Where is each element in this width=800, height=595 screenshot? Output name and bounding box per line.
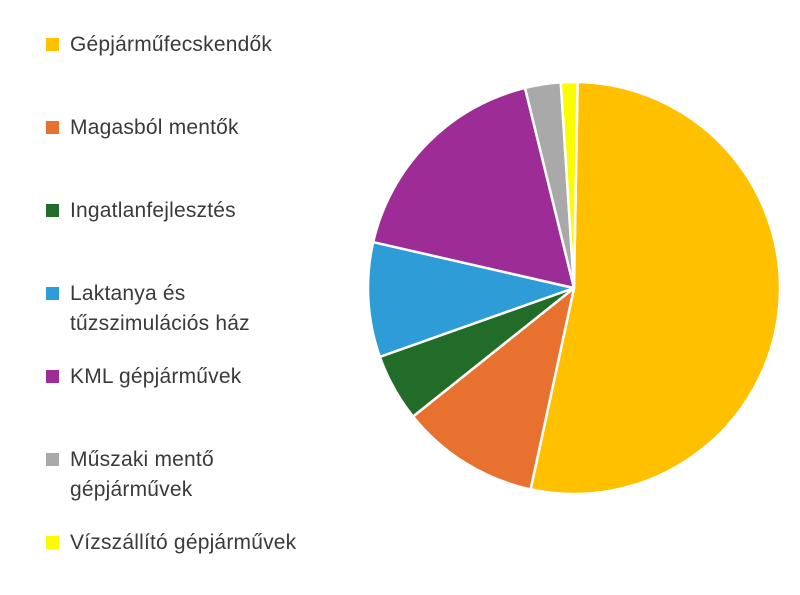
legend-item-magasbol-mentok: Magasból mentők	[46, 113, 239, 143]
legend-swatch-yellow	[46, 536, 59, 549]
legend-swatch-purple	[46, 370, 59, 383]
legend-label: Ingatlanfejlesztés	[70, 196, 236, 226]
legend-label-line: Magasból mentők	[70, 116, 239, 139]
legend-swatch-gold	[46, 38, 59, 51]
legend-label-line: Műszaki mentő	[70, 448, 214, 471]
pie-slice	[411, 286, 576, 491]
legend-swatch-green	[46, 204, 59, 217]
legend-label: Magasból mentők	[70, 113, 239, 143]
legend-label-line: Gépjárműfecskendők	[70, 33, 273, 56]
legend-item-muszaki-mento-gepjarmuvek: Műszaki mentő gépjárművek	[46, 445, 214, 505]
legend-label-line: KML gépjárművek	[70, 365, 242, 388]
chart-legend: Gépjárműfecskendők Magasból mentők Ingat…	[0, 0, 370, 595]
pie-slice	[529, 80, 782, 496]
legend-label-line: gépjárművek	[70, 478, 193, 501]
legend-item-ingatlanfejlesztes: Ingatlanfejlesztés	[46, 196, 236, 226]
legend-label: Laktanya és tűzszimulációs ház	[70, 279, 250, 339]
pie-slice	[366, 240, 576, 359]
legend-label: Vízszállító gépjárművek	[70, 528, 296, 558]
legend-item-kml-gepjarmuvek: KML gépjárművek	[46, 362, 241, 392]
legend-label: KML gépjárművek	[70, 362, 241, 392]
legend-swatch-gray	[46, 453, 59, 466]
legend-label-line: tűzszimulációs ház	[70, 312, 250, 335]
legend-item-vizszallito-gepjarmuvek: Vízszállító gépjárművek	[46, 528, 296, 558]
legend-label-line: Ingatlanfejlesztés	[70, 199, 236, 222]
legend-swatch-blue	[46, 287, 59, 300]
legend-item-gepjarmufecskendok: Gépjárműfecskendők	[46, 30, 272, 60]
legend-label: Gépjárműfecskendők	[70, 30, 272, 60]
legend-label: Műszaki mentő gépjárművek	[70, 445, 214, 505]
legend-label-line: Vízszállító gépjárművek	[70, 531, 297, 554]
legend-swatch-orange	[46, 121, 59, 134]
pie-slice	[559, 80, 579, 290]
pie-slice	[371, 86, 576, 290]
legend-label-line: Laktanya és	[70, 282, 186, 305]
legend-item-laktanya-tuzszimulacios-haz: Laktanya és tűzszimulációs ház	[46, 279, 250, 339]
